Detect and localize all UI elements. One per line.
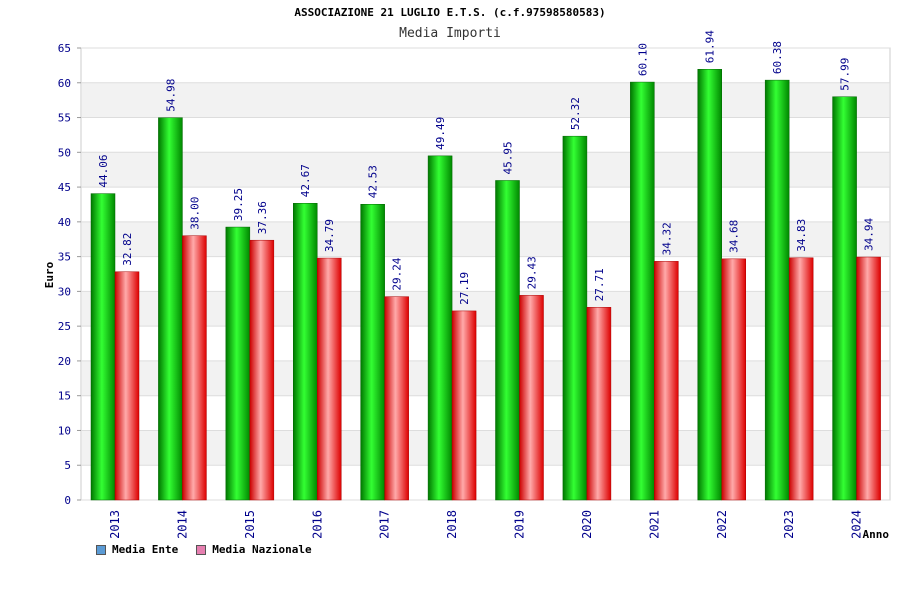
chart-subtitle: Media Importi <box>399 26 501 41</box>
y-tick-label: 60 <box>58 77 71 90</box>
grid-band <box>82 82 889 118</box>
data-label: 37.36 <box>256 201 269 234</box>
bar-media-nazionale <box>451 310 477 501</box>
x-tick-label: 2013 <box>108 510 122 539</box>
bar-media-nazionale <box>788 257 814 501</box>
grid-band <box>82 152 889 188</box>
legend-item-media-nazionale: Media Nazionale <box>196 543 312 556</box>
legend-item-media-ente: Media Ente <box>96 543 178 556</box>
y-tick-label: 0 <box>64 494 71 507</box>
x-tick-label: 2017 <box>378 510 392 539</box>
bar-media-ente <box>562 135 588 501</box>
legend: Media Ente Media Nazionale <box>96 543 312 556</box>
x-tick-label: 2015 <box>243 510 257 539</box>
bar-media-nazionale <box>654 261 679 501</box>
x-tick-label: 2019 <box>513 510 527 539</box>
x-axis-label: Anno <box>863 528 890 541</box>
bar-media-ente <box>360 204 385 501</box>
bar-media-nazionale <box>114 271 140 501</box>
grid-band <box>82 360 889 396</box>
legend-swatch-media-ente <box>96 544 106 555</box>
legend-label-media-nazionale: Media Nazionale <box>212 543 312 556</box>
bar-media-ente <box>225 226 251 501</box>
data-label: 27.19 <box>458 272 471 305</box>
data-label: 39.25 <box>232 188 245 221</box>
bar-media-nazionale <box>519 295 544 501</box>
legend-swatch-media-nazionale <box>196 544 207 555</box>
x-tick-label: 2024 <box>850 510 864 539</box>
bar-media-ente <box>764 79 790 501</box>
y-tick-label: 35 <box>58 251 71 264</box>
bar-media-nazionale <box>721 258 746 501</box>
data-label: 34.79 <box>323 219 336 252</box>
bar-media-nazionale <box>856 256 881 501</box>
x-tick-label: 2020 <box>580 510 594 539</box>
data-label: 29.43 <box>526 256 539 289</box>
data-label: 27.71 <box>593 268 606 301</box>
data-label: 52.32 <box>569 97 582 130</box>
grid-band <box>82 291 889 327</box>
data-label: 60.38 <box>771 41 784 74</box>
bar-media-nazionale <box>384 296 409 501</box>
data-label: 45.95 <box>502 141 515 174</box>
x-tick-label: 2021 <box>647 510 661 539</box>
data-label: 44.06 <box>97 154 110 187</box>
data-label: 49.49 <box>434 117 447 150</box>
data-label: 38.00 <box>188 197 201 230</box>
bar-media-nazionale <box>249 239 275 501</box>
chart-title: ASSOCIAZIONE 21 LUGLIO E.T.S. (c.f.97598… <box>294 6 605 19</box>
data-label: 54.98 <box>164 79 177 112</box>
bar-media-ente <box>90 193 116 501</box>
bar-media-nazionale <box>182 235 207 501</box>
y-tick-label: 25 <box>58 320 71 333</box>
grid-band <box>82 430 889 466</box>
x-tick-label: 2014 <box>175 510 189 539</box>
x-tick-label: 2018 <box>445 510 459 539</box>
y-tick-label: 45 <box>58 181 71 194</box>
y-tick-label: 30 <box>58 285 71 298</box>
data-label: 34.94 <box>863 218 876 251</box>
x-tick-label: 2023 <box>782 510 796 539</box>
bar-media-nazionale <box>586 307 612 501</box>
y-tick-label: 40 <box>58 216 71 229</box>
bar-media-ente <box>697 69 722 501</box>
bar-media-ente <box>630 81 655 501</box>
y-tick-label: 20 <box>58 355 71 368</box>
y-tick-label: 5 <box>64 459 71 472</box>
bar-media-nazionale <box>317 257 342 501</box>
y-axis-label: Euro <box>43 261 56 288</box>
grid-band <box>82 221 889 257</box>
bar-media-ente <box>832 96 857 501</box>
data-label: 42.67 <box>299 164 312 197</box>
data-label: 34.32 <box>660 222 673 255</box>
y-tick-label: 15 <box>58 390 71 403</box>
x-tick-label: 2016 <box>310 510 324 539</box>
data-label: 60.10 <box>636 43 649 76</box>
data-label: 32.82 <box>121 233 134 266</box>
y-tick-label: 50 <box>58 146 71 159</box>
bar-media-ente <box>495 180 520 501</box>
y-tick-label: 55 <box>58 112 71 125</box>
bar-media-ente <box>427 155 453 501</box>
bar-media-ente <box>293 203 318 501</box>
data-label: 61.94 <box>704 30 717 63</box>
legend-label-media-ente: Media Ente <box>112 543 179 556</box>
bar-media-ente <box>158 117 183 501</box>
data-label: 34.83 <box>795 219 808 252</box>
y-tick-label: 10 <box>58 424 71 437</box>
data-label: 57.99 <box>839 58 852 91</box>
data-label: 29.24 <box>391 257 404 290</box>
data-label: 42.53 <box>367 165 380 198</box>
x-tick-label: 2022 <box>715 510 729 539</box>
data-label: 34.68 <box>728 220 741 253</box>
plot-area <box>80 47 891 501</box>
y-tick-label: 65 <box>58 42 71 55</box>
